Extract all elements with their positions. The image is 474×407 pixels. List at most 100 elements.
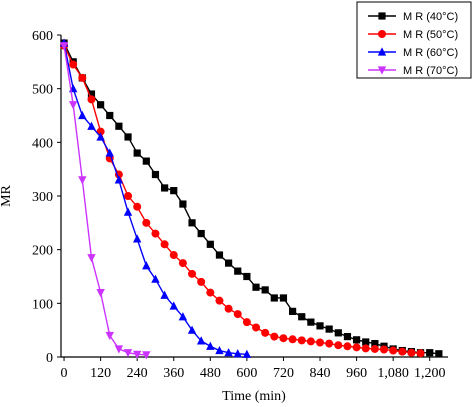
data-point	[279, 334, 288, 343]
series-3	[59, 38, 252, 358]
data-point	[288, 335, 297, 344]
data-point	[178, 312, 188, 321]
data-point	[78, 73, 87, 82]
data-point	[151, 229, 160, 238]
data-point	[78, 176, 87, 185]
data-point	[115, 122, 123, 130]
data-point	[188, 219, 196, 227]
legend-item: M R (70°C)	[368, 65, 458, 77]
y-tick-label: 400	[32, 136, 53, 151]
data-point	[178, 259, 187, 268]
legend-label: M R (50°C)	[403, 29, 458, 41]
data-point	[316, 322, 324, 330]
data-point	[352, 336, 361, 344]
legend-label: M R (40°C)	[403, 11, 458, 23]
data-point	[306, 337, 315, 346]
data-point	[389, 346, 398, 355]
data-point	[242, 349, 252, 358]
legend-label: M R (70°C)	[403, 65, 458, 77]
data-point	[343, 342, 352, 351]
data-point	[270, 294, 278, 302]
data-point	[325, 339, 334, 348]
data-point	[252, 283, 260, 291]
x-tick-label: 360	[163, 366, 184, 381]
data-point	[96, 289, 105, 298]
y-tick-label: 600	[32, 29, 53, 44]
data-point	[197, 277, 206, 286]
data-point	[298, 313, 306, 321]
data-point	[370, 344, 379, 353]
data-point	[380, 345, 389, 354]
data-point	[243, 272, 251, 281]
data-point	[371, 339, 379, 348]
y-tick-label: 500	[32, 83, 53, 98]
data-point	[123, 349, 133, 358]
data-point	[132, 350, 142, 359]
data-point	[435, 350, 443, 358]
data-point	[105, 148, 114, 157]
data-point	[215, 296, 224, 305]
x-tick-label: 960	[346, 366, 367, 381]
data-point	[206, 288, 215, 297]
data-point	[188, 269, 197, 278]
data-point	[398, 347, 407, 356]
data-point	[416, 349, 425, 358]
data-point	[97, 101, 105, 109]
series-line	[63, 42, 439, 355]
data-point	[142, 218, 151, 227]
data-point	[261, 286, 269, 294]
data-point	[307, 318, 315, 326]
data-point	[59, 42, 69, 51]
plot-frame	[60, 35, 448, 358]
data-point	[361, 344, 370, 353]
data-point	[224, 348, 233, 357]
data-point	[96, 132, 105, 141]
series-line	[63, 45, 147, 356]
x-tick-label: 720	[273, 366, 294, 381]
data-point	[169, 251, 178, 260]
series-1	[60, 39, 443, 358]
x-tick-label: 600	[236, 366, 257, 381]
data-point	[270, 332, 279, 341]
data-point	[69, 60, 78, 69]
data-point	[106, 111, 114, 120]
legend-item: M R (60°C)	[368, 47, 458, 59]
data-point	[87, 254, 96, 263]
data-point	[123, 207, 133, 216]
legend-box	[356, 1, 472, 79]
data-point	[325, 325, 333, 333]
x-tick-label: 840	[310, 366, 331, 381]
data-point	[142, 351, 151, 360]
data-point	[197, 229, 205, 238]
data-point	[234, 267, 242, 275]
series-line	[63, 45, 421, 354]
data-point	[343, 333, 352, 341]
data-point	[352, 343, 361, 352]
data-point	[179, 200, 187, 208]
data-point	[87, 90, 96, 98]
legend-marker	[378, 12, 386, 20]
legend-item: M R (50°C)	[368, 29, 458, 41]
x-ticks: 0 120 240 360 480 600 720 840 960 1,080 1,200	[61, 357, 445, 381]
data-point	[170, 187, 178, 195]
data-point	[261, 328, 270, 337]
data-point	[233, 349, 242, 358]
data-point	[133, 202, 142, 211]
data-point	[206, 240, 214, 248]
y-tick-label: 0	[46, 351, 53, 366]
series-4	[59, 42, 151, 360]
data-point	[132, 234, 142, 243]
data-point	[160, 240, 169, 249]
data-point	[288, 307, 297, 315]
legend-marker	[377, 66, 387, 75]
data-point	[160, 290, 169, 299]
x-axis-title: Time (min)	[222, 389, 286, 404]
data-point	[279, 294, 288, 302]
data-point	[105, 331, 114, 341]
data-point	[407, 348, 416, 357]
data-point	[297, 336, 306, 345]
legend-marker	[378, 30, 386, 38]
data-point	[142, 157, 150, 165]
data-point	[196, 336, 206, 345]
data-point	[124, 192, 133, 200]
